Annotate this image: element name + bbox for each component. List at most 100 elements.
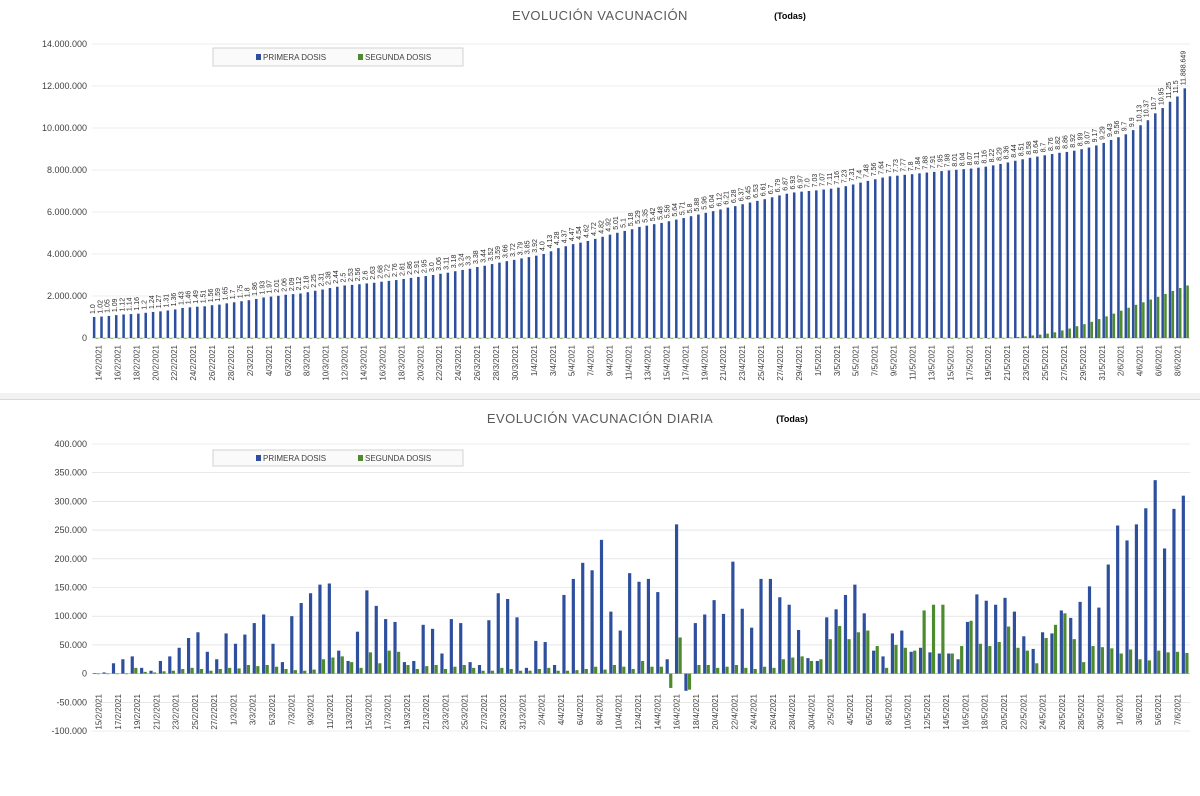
- data-label-primera: 8.29: [996, 147, 1003, 161]
- bar-segunda-dosis: [346, 338, 349, 339]
- bar-segunda-dosis: [729, 338, 732, 339]
- data-label-primera: 2.01: [274, 279, 281, 293]
- x-tick-label: 12/4/2021: [634, 693, 643, 729]
- bar-primera-dosis: [748, 202, 752, 338]
- x-tick-label: 17/5/2021: [965, 344, 974, 380]
- data-label-primera: 3.79: [517, 242, 524, 256]
- x-tick-label: 28/3/2021: [492, 344, 501, 380]
- bar-segunda-dosis: [523, 338, 526, 339]
- bar-primera-dosis: [792, 192, 796, 338]
- bar-segunda-dosis: [397, 338, 401, 339]
- data-label-primera: 3.0: [429, 262, 436, 272]
- filter-label[interactable]: (Todas): [776, 414, 808, 424]
- data-label-primera: 6.37: [738, 187, 745, 201]
- data-label-primera: 8.76: [1048, 137, 1055, 151]
- bar-primera-dosis: [299, 293, 302, 338]
- x-tick-label: 1/5/2021: [814, 344, 823, 376]
- bar-primera-dosis: [834, 609, 838, 674]
- bar-segunda-dosis: [838, 625, 842, 674]
- x-tick-label: 25/3/2021: [461, 693, 470, 729]
- bar-primera-dosis: [218, 304, 221, 338]
- x-tick-label: 26/2/2021: [208, 344, 217, 380]
- bar-primera-dosis: [872, 650, 876, 674]
- bar-primera-dosis: [1014, 160, 1017, 338]
- bar-primera-dosis: [313, 290, 317, 338]
- bar-segunda-dosis: [758, 338, 762, 339]
- bar-primera-dosis: [557, 248, 560, 338]
- data-label-primera: 2.91: [414, 260, 421, 274]
- data-label-primera: 8.64: [1033, 140, 1040, 154]
- x-tick-label: 29/3/2021: [499, 693, 508, 729]
- bar-primera-dosis: [740, 608, 744, 674]
- bar-segunda-dosis: [1016, 336, 1020, 338]
- bar-primera-dosis: [768, 578, 773, 674]
- data-label-primera: 3.18: [451, 254, 458, 268]
- bar-primera-dosis: [506, 598, 510, 674]
- x-tick-label: 20/5/2021: [1000, 693, 1009, 729]
- data-label-primera: 6.97: [797, 175, 804, 189]
- bar-primera-dosis: [1058, 152, 1061, 338]
- bar-primera-dosis: [1168, 101, 1172, 338]
- x-tick-label: 3/6/2021: [1135, 693, 1144, 725]
- bar-segunda-dosis: [530, 338, 533, 339]
- bar-primera-dosis: [843, 594, 848, 674]
- bar-segunda-dosis: [931, 604, 936, 674]
- bar-segunda-dosis: [312, 669, 316, 674]
- y-tick-label: 0: [82, 333, 87, 343]
- bar-segunda-dosis: [978, 643, 983, 674]
- x-tick-label: 3/5/2021: [833, 344, 842, 376]
- bar-segunda-dosis: [1178, 288, 1182, 338]
- bar-primera-dosis: [149, 670, 153, 674]
- bar-primera-dosis: [328, 288, 332, 338]
- bar-segunda-dosis: [687, 673, 692, 690]
- bar-segunda-dosis: [453, 666, 457, 674]
- data-label-primera: 5.42: [650, 207, 657, 221]
- x-tick-label: 13/5/2021: [927, 344, 936, 380]
- bar-primera-dosis: [579, 242, 582, 338]
- bar-segunda-dosis: [697, 664, 701, 674]
- bar-primera-dosis: [815, 660, 819, 674]
- bar-segunda-dosis: [994, 338, 998, 339]
- x-tick-label: 27/3/2021: [480, 693, 489, 729]
- bar-primera-dosis: [158, 660, 163, 674]
- bar-segunda-dosis: [751, 338, 755, 339]
- bar-primera-dosis: [881, 177, 884, 338]
- bar-primera-dosis: [693, 623, 697, 674]
- data-label-primera: 6.12: [716, 193, 723, 207]
- bar-primera-dosis: [638, 226, 641, 338]
- data-label-primera: 3.11: [444, 256, 451, 269]
- bar-segunda-dosis: [803, 338, 806, 339]
- bar-primera-dosis: [623, 230, 626, 338]
- bar-primera-dosis: [144, 312, 147, 338]
- bar-primera-dosis: [770, 197, 774, 338]
- data-label-primera: 4.13: [547, 235, 554, 249]
- bar-primera-dosis: [181, 307, 184, 338]
- filter-label[interactable]: (Todas): [774, 11, 806, 21]
- y-tick-label: 200.000: [54, 554, 87, 564]
- bar-segunda-dosis: [1157, 650, 1161, 674]
- legend-swatch-segunda: [358, 455, 363, 461]
- bar-primera-dosis: [130, 656, 134, 674]
- cumulative-chart: EVOLUCIÓN VACUNACIÓN (Todas) PRIMERA DOS…: [42, 8, 1190, 381]
- x-tick-label: 18/3/2021: [397, 344, 406, 380]
- bar-segunda-dosis: [110, 338, 113, 339]
- data-label-primera: 8.22: [989, 149, 996, 163]
- bar-primera-dosis: [1065, 151, 1069, 338]
- bar-segunda-dosis: [1149, 299, 1152, 338]
- bar-primera-dosis: [186, 638, 191, 674]
- bar-segunda-dosis: [340, 656, 344, 674]
- bar-segunda-dosis: [434, 664, 438, 674]
- bar-segunda-dosis: [641, 338, 644, 339]
- data-label-primera: 5.48: [657, 206, 664, 220]
- bar-segunda-dosis: [869, 338, 872, 339]
- x-tick-label: 9/5/2021: [890, 344, 899, 376]
- data-label-primera: 10.95: [1158, 87, 1165, 105]
- bar-segunda-dosis: [199, 669, 204, 674]
- x-tick-label: 28/5/2021: [1077, 693, 1086, 729]
- bar-segunda-dosis: [383, 338, 386, 339]
- data-label-primera: 3.85: [525, 240, 532, 254]
- bar-segunda-dosis: [552, 338, 556, 339]
- data-label-primera: 9.17: [1092, 129, 1099, 143]
- data-label-primera: 8.58: [1026, 141, 1033, 155]
- bar-primera-dosis: [806, 658, 810, 674]
